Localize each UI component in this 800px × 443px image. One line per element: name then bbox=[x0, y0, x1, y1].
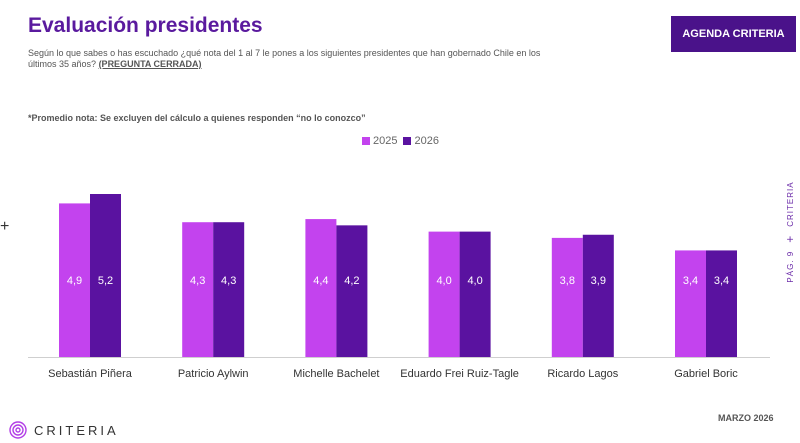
legend-item-2025: 2025 bbox=[362, 135, 397, 147]
bar-value-label: 3,4 bbox=[683, 275, 698, 287]
legend-label-2025: 2025 bbox=[373, 135, 398, 147]
bar-value-label: 4,0 bbox=[436, 275, 451, 287]
bar-2025-4 bbox=[551, 237, 583, 357]
category-label: Patricio Aylwin bbox=[178, 368, 249, 380]
bar-2026-2 bbox=[336, 225, 368, 357]
bar-2026-4 bbox=[582, 234, 614, 357]
bar-value-label: 5,2 bbox=[98, 275, 113, 287]
category-label: Michelle Bachelet bbox=[293, 368, 379, 380]
bar-value-label: 3,9 bbox=[591, 275, 606, 287]
category-label: Sebastián Piñera bbox=[48, 368, 133, 380]
bar-value-label: 3,8 bbox=[560, 275, 575, 287]
question-text: Según lo que sabes o has escuchado ¿qué … bbox=[28, 48, 568, 70]
bar-2026-3 bbox=[459, 231, 491, 357]
bar-2025-2 bbox=[305, 219, 337, 357]
legend-item-2026: 2026 bbox=[403, 135, 439, 147]
bar-value-label: 4,9 bbox=[67, 275, 82, 287]
bar-2025-5 bbox=[675, 250, 706, 357]
bar-value-label: 4,3 bbox=[221, 275, 236, 287]
legend-swatch-2025 bbox=[362, 137, 370, 145]
bar-value-label: 4,0 bbox=[467, 275, 482, 287]
agenda-criteria-button[interactable]: AGENDA CRITERIA bbox=[671, 16, 796, 52]
bar-value-label: 3,4 bbox=[714, 275, 729, 287]
bar-2026-5 bbox=[706, 250, 737, 357]
footnote: *Promedio nota: Se excluyen del cálculo … bbox=[28, 113, 366, 123]
chart-legend: 2025 2026 bbox=[362, 135, 439, 147]
page-title: Evaluación presidentes bbox=[28, 14, 263, 37]
bar-2025-3 bbox=[428, 231, 460, 357]
criteria-logo: CRITERIA bbox=[8, 420, 119, 440]
logo-text: CRITERIA bbox=[34, 422, 119, 438]
report-date: MARZO 2026 bbox=[718, 413, 774, 423]
bar-2025-1 bbox=[182, 222, 214, 357]
bar-value-label: 4,2 bbox=[344, 275, 359, 287]
legend-swatch-2026 bbox=[403, 137, 412, 145]
category-label: Gabriel Boric bbox=[674, 368, 738, 380]
plus-icon: + bbox=[0, 218, 10, 235]
category-label: Ricardo Lagos bbox=[547, 368, 618, 380]
bar-2025-0 bbox=[59, 203, 90, 357]
bar-value-label: 4,3 bbox=[190, 275, 205, 287]
criteria-logo-icon bbox=[9, 421, 27, 439]
bar-2026-0 bbox=[90, 194, 121, 357]
question-type: (PREGUNTA CERRADA) bbox=[98, 59, 202, 69]
bar-value-label: 4,4 bbox=[313, 275, 328, 287]
bar-2026-1 bbox=[213, 222, 245, 357]
question-body: Según lo que sabes o has escuchado ¿qué … bbox=[28, 48, 541, 69]
category-label: Eduardo Frei Ruiz-Tagle bbox=[400, 368, 519, 380]
legend-label-2026: 2026 bbox=[414, 135, 439, 147]
